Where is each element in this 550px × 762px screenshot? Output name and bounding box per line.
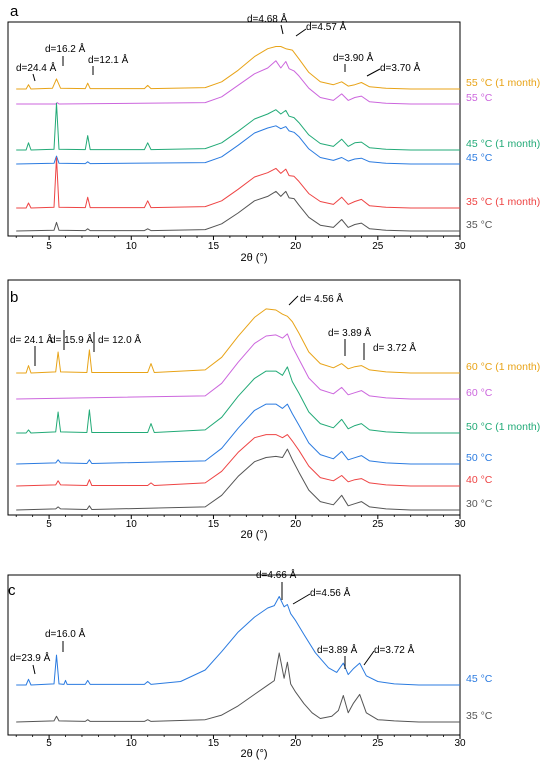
xtick-label-a-25: 25 xyxy=(372,241,384,252)
xtick-label-b-30: 30 xyxy=(454,519,466,530)
series-label-a-4: 35 °C (1 month) xyxy=(466,196,540,208)
annotation-a-1: d=16.2 Å xyxy=(45,42,86,55)
xtick-label-a-30: 30 xyxy=(454,241,466,252)
series-line-c-1 xyxy=(16,652,460,723)
series-label-a-2: 45 °C (1 month) xyxy=(466,138,540,150)
annotation-c-0: d=23.9 Å xyxy=(10,651,51,664)
panel-a-annotations: d=24.4 Å d=16.2 Å d=12.1 Å d=4.68 Å d=4.… xyxy=(16,12,421,82)
annotation-c-5-arrow xyxy=(363,650,375,666)
xtick-label-b-20: 20 xyxy=(290,519,302,530)
series-line-b-5 xyxy=(16,448,460,511)
panel-b-frame xyxy=(7,279,461,516)
series-line-b-3 xyxy=(16,403,460,465)
series-label-c-0: 45 °C xyxy=(466,673,493,685)
annotation-a-2: d=12.1 Å xyxy=(88,53,129,66)
annotation-b-0: d= 24.1 Å xyxy=(10,333,53,346)
series-label-a-3: 45 °C xyxy=(466,152,493,164)
annotation-a-4: d=4.57 Å xyxy=(306,20,347,33)
xtick-label-c-5: 5 xyxy=(46,738,52,749)
series-label-c-1: 35 °C xyxy=(466,710,493,722)
annotation-c-0-arrow xyxy=(32,664,36,675)
xtick-label-a-5: 5 xyxy=(46,241,52,252)
xtick-label-c-30: 30 xyxy=(454,738,466,749)
panel-c-traces xyxy=(16,596,460,723)
series-line-a-0 xyxy=(16,46,460,90)
series-line-b-2 xyxy=(16,366,460,434)
xtick-label-a-10: 10 xyxy=(126,241,138,252)
annotation-a-5: d=3.90 Å xyxy=(333,51,374,64)
panel-b-annotations: d= 24.1 Å d= 15.9 Å d= 12.0 Å d= 4.56 Å … xyxy=(10,292,416,366)
xtick-label-c-25: 25 xyxy=(372,738,384,749)
panel-b-xlabel: 2θ (°) xyxy=(240,529,267,541)
annotation-a-6: d=3.70 Å xyxy=(380,61,421,74)
panel-a-frame xyxy=(7,21,461,237)
panel-c-annotations: d=23.9 Å d=16.0 Å d=4.66 Å d=4.56 Å d=3.… xyxy=(10,568,415,675)
annotation-a-3: d=4.68 Å xyxy=(247,12,288,25)
annotation-c-1: d=16.0 Å xyxy=(45,627,86,640)
panel-a-label: a xyxy=(10,3,19,20)
series-line-a-5 xyxy=(16,190,460,232)
annotation-a-4-arrow xyxy=(295,28,307,37)
series-label-b-4: 40 °C xyxy=(466,474,493,486)
annotation-a-6-arrow xyxy=(366,68,381,77)
series-label-b-1: 60 °C xyxy=(466,387,493,399)
series-label-b-2: 50 °C (1 month) xyxy=(466,421,540,433)
series-label-b-5: 30 °C xyxy=(466,498,493,510)
annotation-c-5: d=3.72 Å xyxy=(374,643,415,656)
xtick-label-b-5: 5 xyxy=(46,519,52,530)
annotation-b-2: d= 12.0 Å xyxy=(98,333,141,346)
annotation-c-3-arrow xyxy=(292,593,311,605)
panel-b-legend: 60 °C (1 month) 60 °C 50 °C (1 month) 50 °C… xyxy=(466,361,540,510)
series-line-a-1 xyxy=(16,60,460,105)
annotation-c-2: d=4.66 Å xyxy=(256,568,297,581)
annotation-b-3: d= 4.56 Å xyxy=(300,292,343,305)
series-label-b-0: 60 °C (1 month) xyxy=(466,361,540,373)
series-line-b-4 xyxy=(16,434,460,487)
series-label-a-5: 35 °C xyxy=(466,219,493,231)
xtick-label-c-15: 15 xyxy=(208,738,220,749)
annotation-c-4: d=3.89 Å xyxy=(317,643,358,656)
panel-c-xlabel: 2θ (°) xyxy=(240,748,267,760)
xtick-label-b-10: 10 xyxy=(126,519,138,530)
panel-a-traces xyxy=(16,46,460,232)
annotation-b-4: d= 3.89 Å xyxy=(328,326,371,339)
xtick-label-c-10: 10 xyxy=(126,738,138,749)
panel-c-ticks: 5 10 15 20 25 30 xyxy=(15,735,466,749)
series-line-b-0 xyxy=(16,308,460,374)
series-label-b-3: 50 °C xyxy=(466,452,493,464)
annotation-a-0: d=24.4 Å xyxy=(16,61,57,74)
series-label-a-0: 55 °C (1 month) xyxy=(466,77,540,89)
xtick-label-c-20: 20 xyxy=(290,738,302,749)
series-line-c-0 xyxy=(16,596,460,686)
series-label-a-1: 55 °C xyxy=(466,92,493,104)
series-line-a-3 xyxy=(16,125,460,165)
panel-b-traces xyxy=(16,308,460,511)
series-line-a-2 xyxy=(16,102,460,151)
panel-a-ticks: 5 10 15 20 25 30 xyxy=(15,236,466,252)
panel-c: c 5 10 15 20 25 30 45 °C 35 °C d=23.9 Å d=16.0… xyxy=(7,568,493,760)
xtick-label-a-20: 20 xyxy=(290,241,302,252)
annotation-c-3: d=4.56 Å xyxy=(310,586,351,599)
panel-c-frame xyxy=(7,574,461,736)
annotation-b-5: d= 3.72 Å xyxy=(373,341,416,354)
series-line-b-1 xyxy=(16,333,460,400)
annotation-a-0-arrow xyxy=(32,73,36,82)
panel-b-ticks: 5 10 15 20 25 30 xyxy=(15,515,466,530)
panel-b: b 5 10 15 20 25 30 60 °C (1 month) 60 °C 50 °C … xyxy=(7,279,540,541)
series-line-a-4 xyxy=(16,157,460,209)
xtick-label-b-25: 25 xyxy=(372,519,384,530)
xtick-label-a-15: 15 xyxy=(208,241,220,252)
panel-a: a 5 10 15 20 25 30 55 °C (1 month) 55 °C 45 °C … xyxy=(7,3,540,264)
panel-a-legend: 55 °C (1 month) 55 °C 45 °C (1 month) 45 °C… xyxy=(466,77,540,231)
annotation-a-3-arrow xyxy=(280,24,284,35)
annotation-b-3-arrow xyxy=(288,295,299,306)
panel-c-legend: 45 °C 35 °C xyxy=(466,673,493,722)
xtick-label-b-15: 15 xyxy=(208,519,220,530)
panel-c-label: c xyxy=(8,582,16,599)
panel-b-label: b xyxy=(10,289,18,306)
annotation-b-1: d= 15.9 Å xyxy=(50,333,93,346)
panel-a-xlabel: 2θ (°) xyxy=(240,252,267,264)
